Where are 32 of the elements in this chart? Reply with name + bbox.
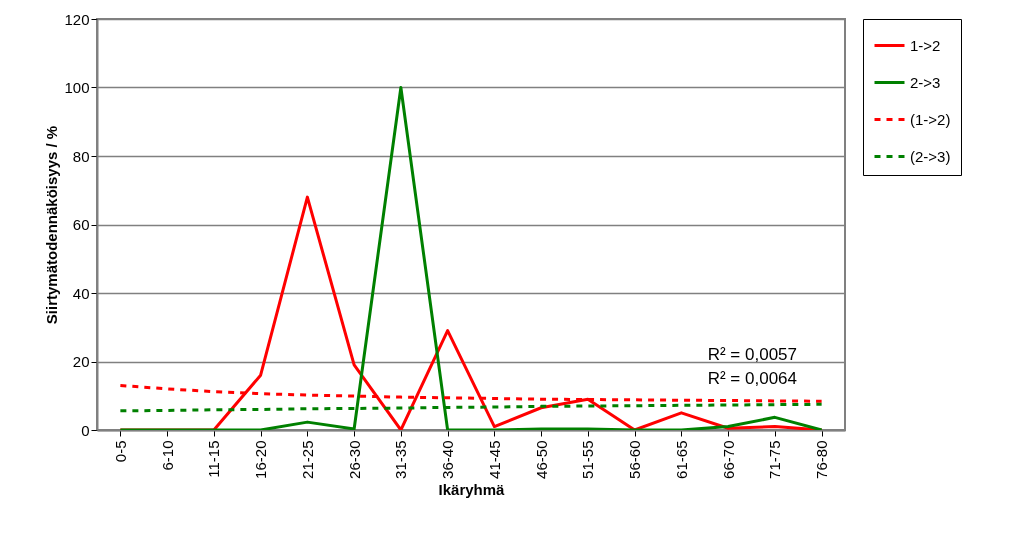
legend-label: (2->3) [910,147,951,165]
x-tick-label: 41-45 [485,440,503,479]
legend-label: (1->2) [910,110,951,128]
x-axis-title: Ikäryhmä [438,480,506,498]
x-tick-label: 6-10 [158,440,176,471]
x-tick-label: 11-15 [205,440,223,478]
x-tick-label: 31-35 [392,440,410,479]
x-tick-label: 0-5 [111,440,129,463]
y-tick-label: 80 [72,147,90,165]
annotation: R² = 0,0064 [707,369,797,388]
line-series [118,86,824,430]
x-tick-label: 36-40 [439,440,457,479]
y-tick-label: 60 [72,216,90,233]
x-tick-label: 51-55 [579,440,597,479]
annotation: R² = 0,0057 [707,345,797,364]
y-tick-label: 100 [64,79,90,96]
x-tick-label: 56-60 [626,440,644,479]
x-tick-label: 46-50 [532,440,550,479]
x-tick-label: 66-70 [719,440,737,479]
y-axis-title: Siirtymätodennäköisyys / % [43,125,61,325]
x-tick-label: 76-80 [813,440,831,479]
legend-label: 1->2 [910,36,941,54]
x-tick-label: 71-75 [766,440,784,479]
x-tick-label: 21-25 [298,440,316,479]
legend-label: 2->3 [910,73,941,91]
y-tick-label: 40 [72,284,90,302]
y-tick-label: 120 [64,10,90,28]
x-tick-label: 26-30 [345,440,363,479]
x-tick-label: 61-65 [672,440,690,479]
x-tick-label: 16-20 [252,440,270,479]
y-tick-label: 20 [72,353,90,370]
y-tick-label: 0 [81,421,90,439]
